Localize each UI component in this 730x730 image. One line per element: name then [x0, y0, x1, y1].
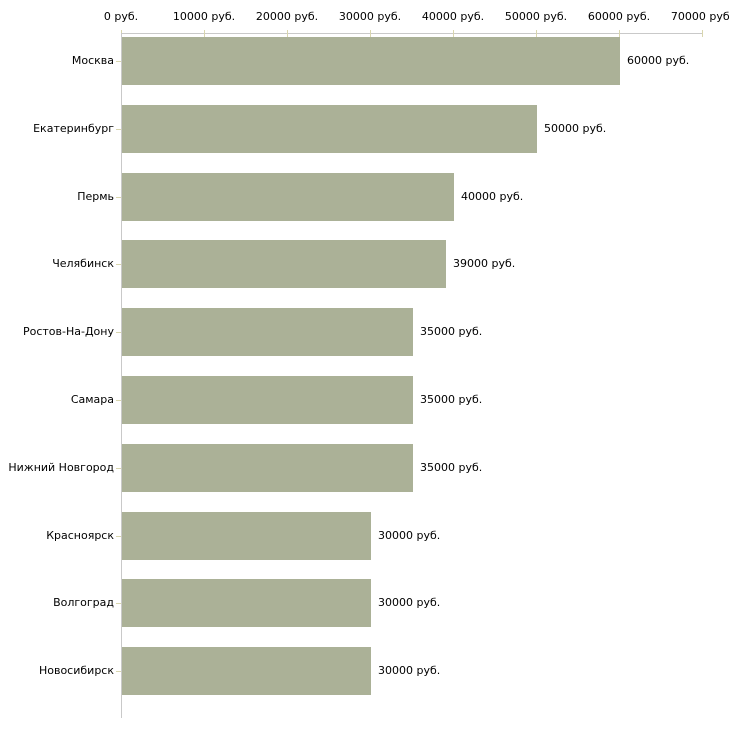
x-axis-tick-label: 40000 руб. — [421, 10, 485, 23]
category-label: Красноярск — [46, 529, 114, 542]
x-axis-line — [121, 33, 702, 34]
y-axis-tick — [116, 671, 121, 672]
y-axis-line — [121, 33, 122, 718]
category-label: Ростов-На-Дону — [22, 325, 114, 338]
bar — [122, 647, 371, 695]
bar — [122, 444, 413, 492]
bar — [122, 579, 371, 627]
bar — [122, 512, 371, 560]
x-axis-tick — [204, 30, 205, 37]
x-axis-tick-label: 10000 руб. — [172, 10, 236, 23]
x-axis-tick-label: 30000 руб. — [338, 10, 402, 23]
x-axis-tick — [536, 30, 537, 37]
category-label: Самара — [70, 393, 114, 406]
value-label: 40000 руб. — [461, 190, 524, 203]
category-label: Пермь — [77, 190, 114, 203]
x-axis-tick — [287, 30, 288, 37]
category-label: Волгоград — [53, 596, 114, 609]
x-axis-tick — [702, 30, 703, 37]
y-axis-tick — [116, 264, 121, 265]
x-axis-tick-label: 60000 руб. — [587, 10, 651, 23]
value-label: 30000 руб. — [378, 664, 441, 677]
y-axis-tick — [116, 603, 121, 604]
x-axis-tick-label: 0 руб. — [103, 10, 139, 23]
y-axis-tick — [116, 61, 121, 62]
bar — [122, 376, 413, 424]
bar — [122, 308, 413, 356]
bar — [122, 173, 454, 221]
category-label: Нижний Новгород — [8, 461, 114, 474]
value-label: 30000 руб. — [378, 596, 441, 609]
value-label: 50000 руб. — [544, 122, 607, 135]
bar — [122, 105, 537, 153]
y-axis-tick — [116, 536, 121, 537]
value-label: 60000 руб. — [627, 54, 690, 67]
value-label: 35000 руб. — [420, 393, 483, 406]
y-axis-tick — [116, 332, 121, 333]
x-axis-tick-label: 50000 руб. — [504, 10, 568, 23]
x-axis-tick — [453, 30, 454, 37]
x-axis-tick-label: 20000 руб. — [255, 10, 319, 23]
category-label: Екатеринбург — [33, 122, 114, 135]
x-axis-tick — [619, 30, 620, 37]
category-label: Москва — [71, 54, 114, 67]
x-axis-tick — [370, 30, 371, 37]
y-axis-tick — [116, 468, 121, 469]
category-label: Челябинск — [52, 257, 114, 270]
bar — [122, 37, 620, 85]
value-label: 30000 руб. — [378, 529, 441, 542]
x-axis-tick-label: 70000 руб. — [670, 10, 730, 23]
y-axis-tick — [116, 197, 121, 198]
bar — [122, 240, 446, 288]
category-label: Новосибирск — [38, 664, 114, 677]
y-axis-tick — [116, 129, 121, 130]
value-label: 35000 руб. — [420, 461, 483, 474]
value-label: 39000 руб. — [453, 257, 516, 270]
y-axis-tick — [116, 400, 121, 401]
value-label: 35000 руб. — [420, 325, 483, 338]
